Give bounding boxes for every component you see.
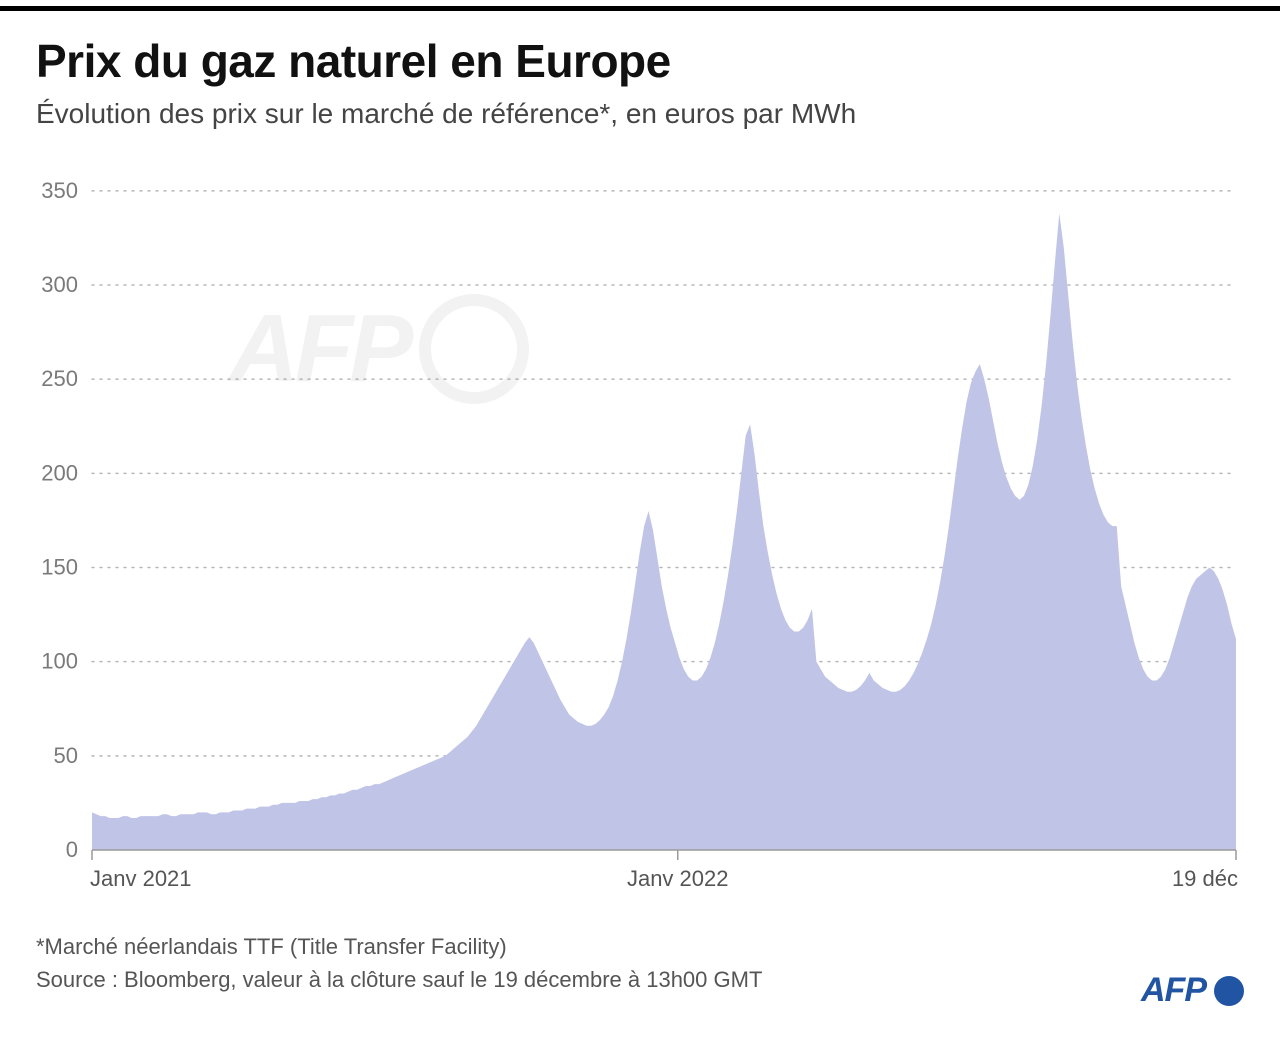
chart-title: Prix du gaz naturel en Europe: [36, 34, 856, 88]
afp-watermark-circle-icon: [419, 294, 529, 404]
y-tick-label: 250: [41, 366, 78, 391]
y-tick-label: 150: [41, 555, 78, 580]
footnote-line-1: *Marché néerlandais TTF (Title Transfer …: [36, 930, 762, 963]
y-tick-label: 300: [41, 272, 78, 297]
y-tick-label: 50: [54, 743, 78, 768]
footnotes: *Marché néerlandais TTF (Title Transfer …: [36, 930, 762, 996]
x-tick-label: Janv 2021: [90, 866, 192, 891]
x-tick-label: 19 déc: [1172, 866, 1238, 891]
chart-area: 0 50 100 150 200 250 300 350 Janv 2021 Janv 2022 1…: [36, 160, 1244, 900]
footnote-line-2: Source : Bloomberg, valeur à la clôture …: [36, 963, 762, 996]
chart-subtitle: Évolution des prix sur le marché de réfé…: [36, 98, 856, 130]
top-rule: [0, 6, 1280, 11]
y-tick-label: 0: [66, 837, 78, 862]
afp-logo: AFP: [1141, 971, 1244, 1010]
afp-logo-text: AFP: [1141, 971, 1206, 1010]
afp-watermark-text: AFP: [229, 294, 409, 404]
afp-logo-dot-icon: [1214, 976, 1244, 1006]
y-tick-label: 100: [41, 649, 78, 674]
header: Prix du gaz naturel en Europe Évolution …: [36, 34, 856, 130]
y-tick-label: 200: [41, 460, 78, 485]
area-chart-svg: 0 50 100 150 200 250 300 350 Janv 2021 Janv 2022 1…: [36, 160, 1244, 900]
x-tick-label: Janv 2022: [627, 866, 729, 891]
y-tick-label: 350: [41, 178, 78, 203]
afp-watermark: AFP: [229, 294, 529, 404]
chart-frame: Prix du gaz naturel en Europe Évolution …: [0, 0, 1280, 1052]
